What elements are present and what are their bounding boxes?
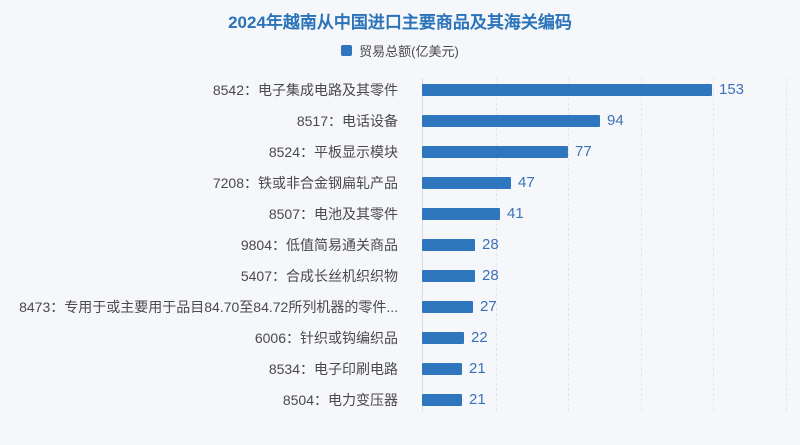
bar-track: 22 (422, 322, 785, 353)
category-label: 5407：合成长丝机织织物 (240, 267, 398, 284)
bar-track: 94 (422, 105, 785, 136)
legend-swatch-icon (341, 44, 353, 56)
value-label: 22 (471, 329, 488, 346)
bar-track: 27 (422, 291, 785, 322)
bar (422, 176, 511, 189)
value-label: 77 (575, 143, 592, 160)
bar-track: 28 (422, 229, 785, 260)
legend-item-trade-total[interactable]: 贸易总额(亿美元) (0, 42, 800, 59)
chart-row: 6006：针织或钩编织品 22 (0, 322, 800, 353)
category-label: 8473：专用于或主要用于品目84.70至84.72所列机器的零件... (19, 298, 398, 315)
chart-row: 7208：铁或非合金钢扁轧产品 47 (0, 167, 800, 198)
bar (422, 331, 464, 344)
chart-row: 5407：合成长丝机织织物 28 (0, 260, 800, 291)
chart-row: 8542：电子集成电路及其零件 153 (0, 74, 800, 105)
page: { "header": { "title": "2024年越南从中国进口主要商品… (0, 12, 800, 445)
bar-track: 41 (422, 198, 785, 229)
bar-track: 47 (422, 167, 785, 198)
chart-row: 8534：电子印刷电路 21 (0, 353, 800, 384)
legend-label: 贸易总额(亿美元) (359, 43, 459, 59)
value-label: 94 (607, 112, 624, 129)
value-label: 27 (480, 298, 497, 315)
value-label: 41 (507, 205, 524, 222)
value-label: 28 (482, 267, 499, 284)
bar (422, 393, 462, 406)
bar-track: 21 (422, 353, 785, 384)
bar-track: 153 (422, 74, 785, 105)
category-label: 7208：铁或非合金钢扁轧产品 (212, 174, 398, 191)
value-label: 28 (482, 236, 499, 253)
chart-row: 8507：电池及其零件 41 (0, 198, 800, 229)
category-label: 8542：电子集成电路及其零件 (212, 81, 398, 98)
category-label: 9804：低值简易通关商品 (240, 236, 398, 253)
bar-track: 21 (422, 384, 785, 415)
value-label: 153 (719, 81, 745, 98)
chart-row: 8517：电话设备 94 (0, 105, 800, 136)
category-label: 8507：电池及其零件 (268, 205, 398, 222)
bar (422, 238, 475, 251)
bar (422, 83, 712, 96)
category-label: 8517：电话设备 (296, 112, 398, 129)
chart-row: 8524：平板显示模块 77 (0, 136, 800, 167)
bar-track: 77 (422, 136, 785, 167)
bar (422, 207, 500, 220)
bar (422, 114, 600, 127)
bar (422, 145, 568, 158)
chart-row: 8504：电力变压器 21 (0, 384, 800, 415)
chart-rows: 8542：电子集成电路及其零件 153 8517：电话设备 94 8524：平板… (0, 74, 800, 415)
category-label: 8534：电子印刷电路 (268, 360, 398, 377)
bar-chart: 8542：电子集成电路及其零件 153 8517：电话设备 94 8524：平板… (0, 74, 800, 415)
category-label: 6006：针织或钩编织品 (254, 329, 398, 346)
chart-row: 9804：低值简易通关商品 28 (0, 229, 800, 260)
chart-title: 2024年越南从中国进口主要商品及其海关编码 (228, 13, 572, 32)
bar (422, 269, 475, 282)
value-label: 47 (518, 174, 535, 191)
category-label: 8524：平板显示模块 (268, 143, 398, 160)
value-label: 21 (469, 391, 486, 408)
bar-track: 28 (422, 260, 785, 291)
chart-row: 8473：专用于或主要用于品目84.70至84.72所列机器的零件... 27 (0, 291, 800, 322)
bar (422, 362, 462, 375)
category-label: 8504：电力变压器 (282, 391, 398, 408)
bar (422, 300, 473, 313)
value-label: 21 (469, 360, 486, 377)
